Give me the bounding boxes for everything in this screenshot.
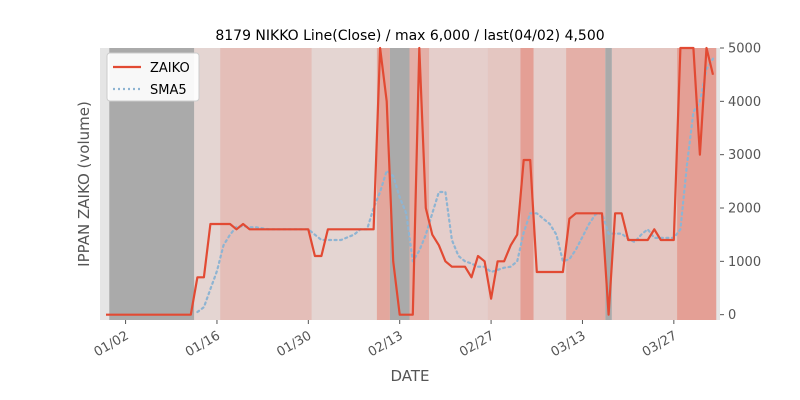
y-tick-label: 3000 (728, 148, 761, 163)
shade-band-red (520, 48, 534, 320)
y-tick-label: 5000 (728, 42, 761, 57)
shade-band-red (566, 48, 606, 320)
y-tick-label: 4000 (728, 95, 761, 110)
shade-band-gray (389, 48, 410, 320)
y-tick-label: 1000 (728, 255, 761, 270)
y-axis-ticks: 0 1000 2000 3000 4000 5000 (720, 42, 761, 323)
x-tick-label: 01/02 (92, 328, 132, 360)
series-layer (106, 46, 715, 316)
x-tick-label: 03/13 (549, 328, 589, 360)
plot-area (100, 46, 720, 320)
series-line-zaiko (106, 46, 715, 316)
shade-band-red (533, 48, 567, 320)
x-axis-ticks: 01/02 01/16 01/30 02/13 02/27 03/13 03/27 (92, 320, 680, 360)
shading-layer (109, 48, 717, 320)
shade-band-red (220, 48, 312, 320)
shade-band-red (311, 48, 377, 320)
shade-band-gray (605, 48, 612, 320)
legend: ZAIKO SMA5 (106, 52, 200, 102)
x-tick-label: 01/30 (274, 328, 314, 360)
chart-title: 8179 NIKKO Line(Close) / max 6,000 / las… (215, 28, 604, 44)
shade-band-red (487, 48, 521, 320)
x-tick-label: 01/16 (183, 328, 223, 360)
x-tick-label: 02/13 (366, 328, 406, 360)
legend-label-sma5: SMA5 (150, 83, 187, 98)
x-tick-label: 03/27 (640, 328, 680, 360)
x-tick-label: 02/27 (457, 328, 497, 360)
legend-label-zaiko: ZAIKO (150, 61, 190, 76)
x-axis-label: DATE (390, 367, 429, 385)
y-axis-label: IPPAN ZAIKO (volume) (75, 101, 93, 267)
shade-band-red (429, 48, 488, 320)
y-tick-label: 2000 (728, 202, 761, 217)
y-tick-label: 0 (728, 308, 736, 323)
shade-band-red (611, 48, 678, 320)
